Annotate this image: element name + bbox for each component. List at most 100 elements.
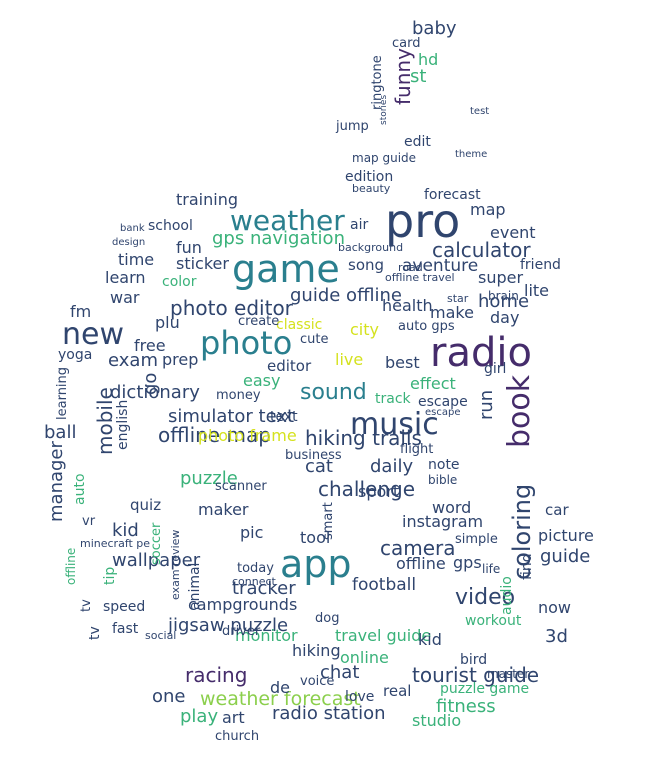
word-social: social xyxy=(145,629,177,642)
word-game: game xyxy=(232,247,340,291)
word-beauty: beauty xyxy=(352,182,391,195)
word-offline-2: offline xyxy=(396,554,446,573)
word-manager: manager xyxy=(46,441,67,522)
word-challenge: challenge xyxy=(318,477,416,501)
word-word: word xyxy=(432,498,472,517)
word-learn: learn xyxy=(105,268,146,287)
word-vr: vr xyxy=(82,514,96,529)
word-simulator-text: simulator text xyxy=(168,406,295,427)
word-offline-3: offline xyxy=(64,547,78,585)
word-war: war xyxy=(110,288,140,307)
word-auto-gps: auto gps xyxy=(398,319,455,334)
word-money: money xyxy=(216,388,261,403)
word-smart: smart xyxy=(321,502,336,540)
word-quiz: quiz xyxy=(130,496,162,514)
word-map: map xyxy=(470,200,506,219)
word-wallpaper: wallpaper xyxy=(112,550,201,571)
word-sport: sport xyxy=(358,482,400,501)
word-offline-map: offline map xyxy=(158,423,271,447)
word-forecast: forecast xyxy=(424,187,481,203)
word-simple: simple xyxy=(455,532,498,547)
word-exam-review: exam review xyxy=(169,529,182,600)
word-pic: pic xyxy=(240,523,264,542)
word-one: one xyxy=(152,686,186,707)
word-audio: audio xyxy=(499,576,515,615)
word-bird: bird xyxy=(460,652,488,668)
word-find: find xyxy=(519,553,535,580)
word-live: live xyxy=(335,350,364,369)
word-new: new xyxy=(62,317,125,352)
word-fitness: fitness xyxy=(436,696,496,717)
word-exam: exam xyxy=(108,350,158,371)
word-prep: prep xyxy=(162,350,199,369)
word-escape: escape xyxy=(418,394,468,410)
word-song: song xyxy=(348,256,385,274)
word-escape-2: escape xyxy=(425,407,461,418)
word-color: color xyxy=(162,274,197,290)
word-dog: dog xyxy=(315,611,340,626)
word-plu: plu xyxy=(155,313,180,332)
word-classic: classic xyxy=(276,317,323,333)
word-english: english xyxy=(115,399,131,450)
word-run: run xyxy=(476,389,497,420)
word-app: app xyxy=(280,542,352,586)
word-flight: flight xyxy=(400,442,434,457)
word-3d: 3d xyxy=(545,626,568,647)
word-auto: auto xyxy=(72,473,88,505)
word-test: test xyxy=(470,106,490,117)
word-weather: weather xyxy=(230,204,345,237)
word-stories: stories xyxy=(379,94,389,125)
word-jump: jump xyxy=(336,119,369,134)
word-sound: sound xyxy=(300,380,367,405)
word-campgrounds: campgrounds xyxy=(188,595,298,614)
word-health: health xyxy=(382,296,433,315)
word-lite: lite xyxy=(524,281,550,300)
word-video: video xyxy=(455,585,516,610)
word-girl: girl xyxy=(484,361,507,377)
word-air: air xyxy=(350,217,369,233)
word-card: card xyxy=(392,36,421,51)
word-background: background xyxy=(338,241,404,254)
word-camera: camera xyxy=(380,536,456,560)
word-city: city xyxy=(350,320,379,339)
word-book-kid: kid xyxy=(418,630,442,649)
word-monitor: monitor xyxy=(235,626,298,645)
word-design: design xyxy=(112,237,146,248)
word-tip: tip xyxy=(102,566,118,585)
word-book: book xyxy=(502,374,537,448)
word-radio: radio xyxy=(430,330,532,376)
word-edition: edition xyxy=(345,169,394,185)
word-photo-editor: photo editor xyxy=(170,296,293,320)
word-daily: daily xyxy=(370,456,414,477)
word-friend: friend xyxy=(520,257,561,273)
word-photo: photo xyxy=(200,324,293,362)
word-real: real xyxy=(383,682,412,700)
word-home: home xyxy=(478,291,530,312)
word-ball: ball xyxy=(44,422,77,443)
word-connect: connect xyxy=(232,575,276,588)
word-brain: brain xyxy=(488,289,519,303)
word-mobile: mobile xyxy=(93,387,117,455)
word-dictionary: dictionary xyxy=(110,382,200,403)
word-church: church xyxy=(215,729,260,744)
word-tool: tool xyxy=(300,528,331,547)
word-map-guide: map guide xyxy=(352,151,417,165)
word-calculator: calculator xyxy=(432,238,531,262)
word-best: best xyxy=(385,353,420,372)
word-time: time xyxy=(118,250,155,269)
word-photo-frame: photo frame xyxy=(198,426,297,445)
word-maker: maker xyxy=(198,500,249,519)
word-animal: animal xyxy=(187,562,203,610)
word-school: school xyxy=(148,218,193,234)
word-super: super xyxy=(478,268,524,287)
word-hd: hd xyxy=(418,50,439,69)
word-bank: bank xyxy=(120,223,145,234)
word-life: life xyxy=(482,562,501,576)
word-editor: editor xyxy=(267,357,312,375)
word-music: music xyxy=(350,407,439,442)
word-tracker: tracker xyxy=(232,578,296,599)
word-easy: easy xyxy=(243,371,281,390)
word-offline-travel: offline travel xyxy=(385,271,455,284)
word-star: star xyxy=(447,292,469,305)
